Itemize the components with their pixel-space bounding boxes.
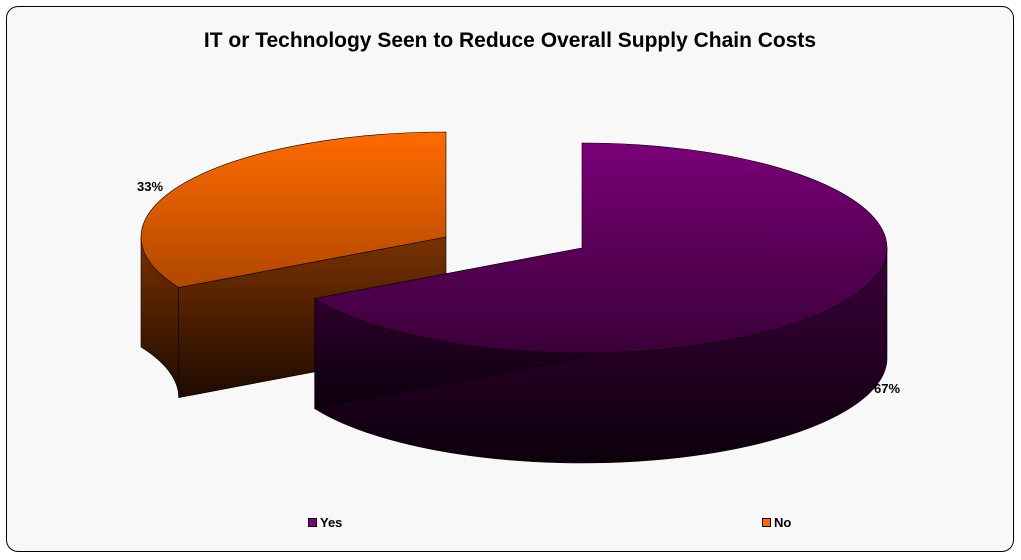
pie-slice-yes [313,142,888,354]
legend-label-yes: Yes [320,515,343,530]
pie-slice-no [140,131,447,288]
legend-swatch-yes [308,518,317,527]
chart-title: IT or Technology Seen to Reduce Overall … [203,29,817,52]
pie-chart: 67% 33% [137,131,900,464]
legend-swatch-no [762,518,771,527]
chart-frame: IT or Technology Seen to Reduce Overall … [6,6,1014,552]
legend-item-no: No [762,515,791,530]
data-label-no: 33% [137,179,163,194]
legend-label-no: No [774,515,792,530]
data-label-yes: 67% [874,381,900,396]
legend-item-yes: Yes [308,515,342,530]
